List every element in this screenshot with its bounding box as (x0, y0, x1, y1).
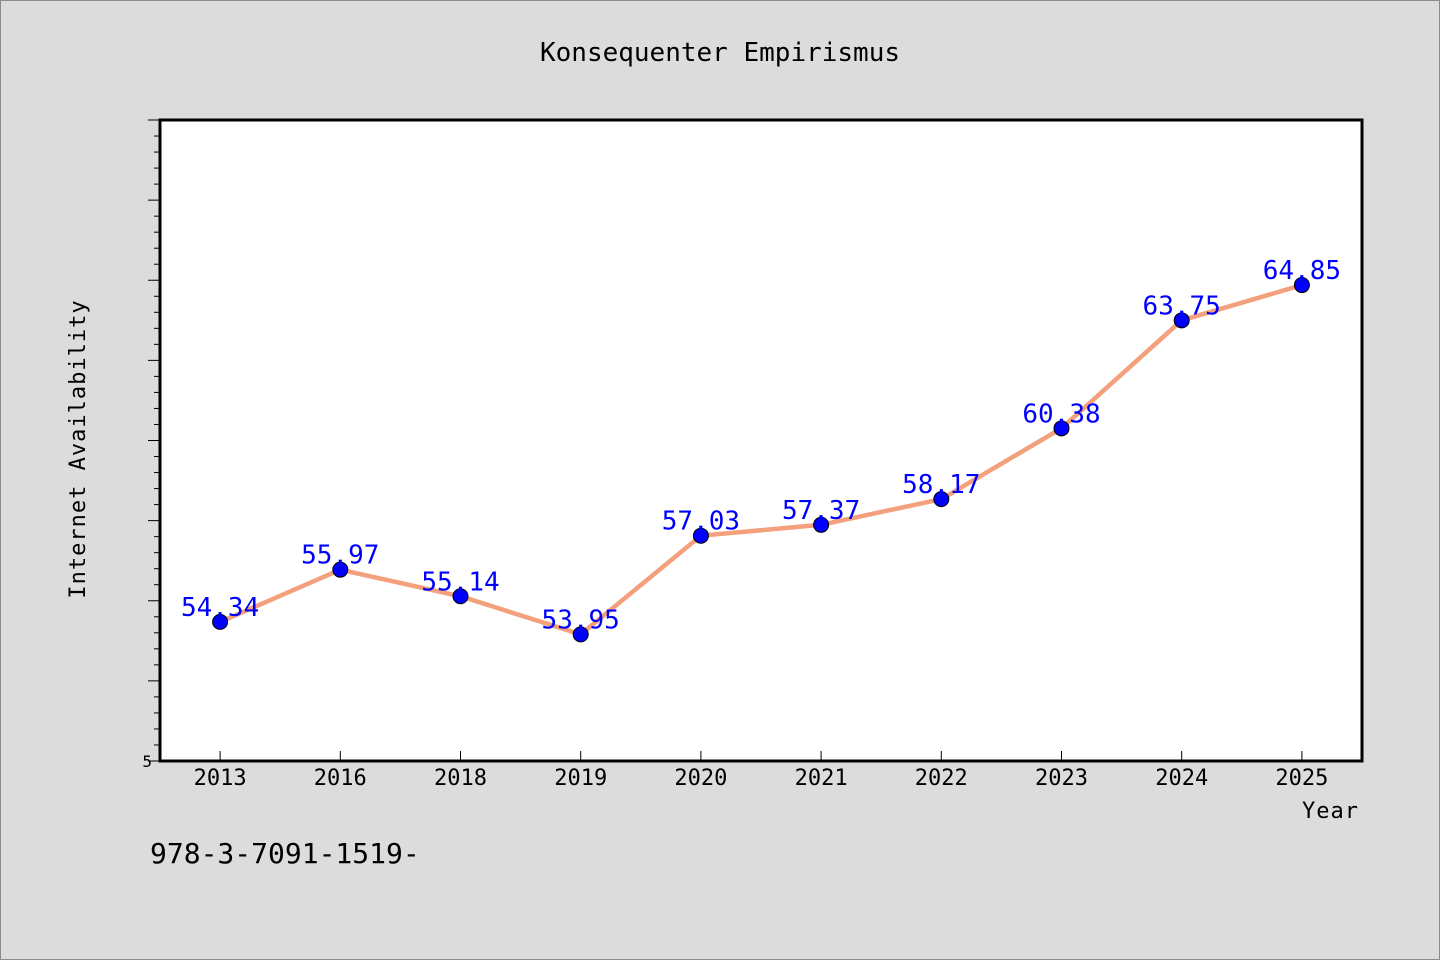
data-label: 58.17 (902, 470, 980, 500)
x-tick-label: 2016 (314, 766, 367, 791)
x-axis-ticks: 2013 2016 2018 2019 2020 2021 2022 2023 2024 2025 (194, 751, 1328, 791)
series-line (217, 282, 1305, 637)
data-point-marker (1293, 277, 1310, 294)
data-label: 55.97 (301, 541, 379, 571)
data-label: 57.03 (662, 507, 740, 537)
data-point-marker (692, 527, 709, 544)
x-tick-label: 2013 (194, 766, 247, 791)
data-point-marker (1053, 420, 1070, 437)
data-point-marker (572, 626, 589, 643)
y-axis-label: Internet Availability (66, 299, 91, 598)
data-point-marker (1173, 312, 1190, 329)
x-tick-label: 2021 (795, 766, 848, 791)
data-point-marker (933, 491, 950, 508)
data-point-marker (813, 516, 830, 533)
data-label: 54.34 (181, 593, 259, 623)
data-label: 60.38 (1022, 399, 1100, 429)
footnote-text: 978-3-7091-1519- (150, 837, 420, 870)
data-label: 64.85 (1263, 256, 1341, 286)
plot-area (158, 118, 1364, 763)
series-layer (212, 277, 1310, 643)
x-tick-label: 2022 (915, 766, 968, 791)
y-axis-ticks: 5 (142, 119, 160, 771)
data-label: 63.75 (1143, 291, 1221, 321)
data-label: 55.14 (421, 567, 499, 597)
chart-title: Konsequenter Empirismus (540, 38, 900, 68)
x-tick-label: 2023 (1035, 766, 1088, 791)
y-tick-label: 5 (142, 752, 152, 771)
x-tick-label: 2019 (554, 766, 607, 791)
data-labels-layer: 54.34 55.97 55.14 53.95 57.03 57.37 58.17 60.38… (181, 256, 1341, 635)
x-tick-label: 2020 (674, 766, 727, 791)
x-tick-label: 2024 (1155, 766, 1208, 791)
data-label: 57.37 (782, 496, 860, 526)
x-tick-label: 2018 (434, 766, 487, 791)
data-label: 53.95 (542, 605, 620, 635)
data-point-marker (452, 588, 469, 605)
x-axis-label: Year (1302, 799, 1359, 824)
data-point-marker (212, 613, 229, 630)
x-tick-label: 2025 (1275, 766, 1328, 791)
data-point-marker (332, 561, 349, 578)
